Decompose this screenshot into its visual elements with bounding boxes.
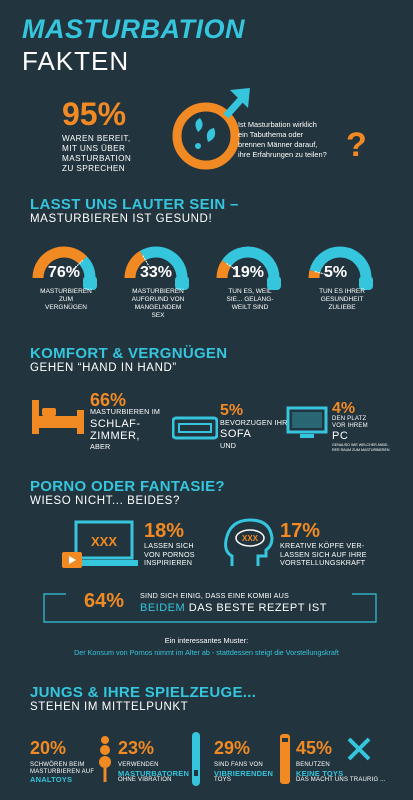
fantasy-text: KREATIVE KÖPFE VER- LASSEN SICH AUF IHRE V… [280, 541, 367, 568]
section3-heading: PORNO ODER FANTASIE? [30, 478, 225, 495]
masturbator-percent: 23% [118, 738, 155, 758]
bed-percent: 66% [90, 390, 127, 410]
combo-frame [43, 593, 377, 623]
section1-heading: LASST UNS LAUTER SEIN – [30, 196, 239, 213]
fantasy-percent: 17% [280, 520, 321, 542]
section2-heading: KOMFORT & VERGNÜGEN [30, 345, 228, 362]
play-icon [62, 552, 82, 568]
gauge-cup [83, 276, 97, 290]
porn-text: LASSEN SICH VON PORNOS INSPIRIEREN [144, 541, 195, 568]
pc-percent: 4% [332, 400, 356, 417]
bed-big: SCHLAF- ZIMMER, [90, 418, 141, 442]
anal-toy-icon [99, 736, 111, 782]
no-toys-text: BENUTZEN KEINE TOYS DAS MACHT UNS TRAURI… [296, 762, 386, 783]
gauge-fill [32, 246, 87, 279]
thought-xxx-label: XXX [242, 534, 259, 543]
analtoys-percent: 20% [30, 738, 67, 758]
question-mark-icon: ? [346, 126, 367, 164]
gauge-percent: 33% [140, 264, 173, 281]
bed-line1: MASTURBIEREN IM [90, 407, 161, 416]
section2-subheading: GEHEN “HAND IN HAND” [30, 362, 177, 374]
section3-subheading: WIESO NICHT... BEIDES? [30, 495, 180, 507]
gauge-fill [124, 250, 146, 279]
gauge-tick [72, 259, 84, 271]
pc-note: GENAUSO WIE WELCHER ANDE- RER RAUM ZUM MA… [332, 443, 390, 452]
bed-tail: ABER [90, 442, 111, 451]
gauge-percent: 19% [232, 264, 265, 281]
gauge-track [139, 246, 188, 279]
pc-lines: DEN PLATZ VOR IHREM [332, 416, 368, 429]
page-title-line2: FAKTEN [22, 46, 130, 76]
sofa-line1: BEVORZUGEN IHR [220, 418, 288, 427]
gauge-arc-1 [32, 246, 97, 290]
combo-percent: 64% [84, 590, 125, 612]
intro-question: Ist Masturbation wirklich ein Tabuthema o… [238, 120, 327, 159]
no-toys-percent: 45% [296, 738, 333, 758]
gauge-fill [216, 260, 232, 279]
gauge-track [221, 246, 280, 279]
pattern-text: Der Konsum von Pornos nimmt im Alter ab … [74, 648, 339, 657]
gauge-caption: TUN ES IHRER GESUNDHEIT ZULIEBE [319, 288, 365, 311]
gauge-tick [314, 271, 329, 276]
monitor-icon [286, 406, 328, 438]
gauge-4: 5% TUN ES IHRER GESUNDHEIT ZULIEBE [306, 238, 386, 311]
section4-heading: JUNGS & IHRE SPIELZEUGE... [30, 684, 257, 701]
vibrating-percent: 29% [214, 738, 251, 758]
gauge-2: 33% MASTURBIEREN AUFGRUND VON MANGELNDEM SEX [122, 238, 202, 319]
vibrating-text: SIND FANS VON VIBRIERENDEN TOYS [214, 762, 274, 783]
gauge-arc-2 [124, 246, 189, 290]
gauge-arc-4 [308, 246, 373, 290]
intro-text: WAREN BEREIT, MIT UNS ÜBER MASTURBATION ZU … [62, 134, 132, 173]
pattern-title: Ein interessantes Muster: [164, 636, 249, 645]
gauge-track [78, 256, 96, 279]
gauge-arc-3 [216, 246, 281, 290]
gauge-fill [308, 270, 321, 279]
laptop-xxx-label: XXX [91, 534, 117, 549]
bed-icon [32, 400, 84, 434]
male-symbol-icon [172, 88, 250, 170]
pc-big: PC [332, 430, 349, 442]
gauge-3: 19% TUN ES, WEIL SIE... GELANG- WEILT SIND [214, 238, 294, 311]
cross-icon [347, 737, 371, 761]
masturbator-text: VERWENDEN MASTURBATOREN OHNE VIBRATION [118, 762, 190, 783]
sofa-big: SOFA [220, 428, 252, 440]
section4-subheading: STEHEN IM MITTELPUNKT [30, 701, 189, 713]
vibrator-icon [192, 732, 200, 786]
gauge-tick [226, 262, 239, 272]
gauge-percent: 76% [48, 264, 81, 281]
head-thought-icon: XXX [224, 518, 274, 566]
gauge-cup [359, 276, 373, 290]
laptop-icon: XXX [70, 520, 138, 566]
combo-line2: BEIDEM DAS BESTE REZEPT IST [140, 602, 327, 614]
gauge-cup [175, 276, 189, 290]
page-title-line1: MASTURBATION [22, 14, 245, 44]
analtoys-text: SCHWÖREN BEIM MASTURBIEREN AUF ANALTOYS [30, 762, 95, 784]
masturbator-sleeve-icon [280, 734, 290, 784]
gauge-percent: 5% [324, 264, 348, 281]
sofa-icon [172, 416, 218, 440]
sofa-percent: 5% [220, 402, 244, 419]
sofa-tail: UND [220, 441, 237, 450]
gauge-caption: MASTURBIEREN AUFGRUND VON MANGELNDEM SEX [131, 288, 185, 319]
section1-subheading: MASTURBIEREN IST GESUND! [30, 213, 213, 225]
gauge-tick [142, 255, 151, 268]
gauge-1: 76% MASTURBIEREN ZUM VERGNÜGEN [30, 238, 110, 311]
combo-line1: SIND SICH EINIG, DASS EINE KOMBI AUS [140, 591, 289, 600]
porn-percent: 18% [144, 520, 185, 542]
gauge-caption: MASTURBIEREN ZUM VERGNÜGEN [40, 288, 92, 311]
gauge-track [309, 246, 372, 279]
gauge-cup [267, 276, 281, 290]
intro-percent: 95% [62, 96, 127, 132]
gauge-caption: TUN ES, WEIL SIE... GELANG- WEILT SIND [226, 288, 274, 311]
